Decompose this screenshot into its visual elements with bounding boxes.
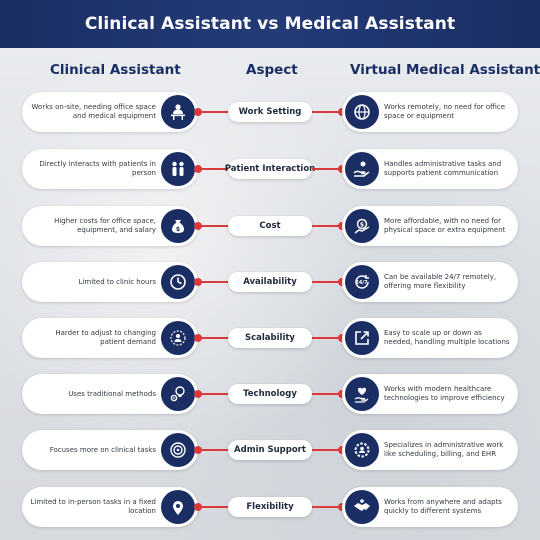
comparison-row: Limited to in-person tasks in a fixed lo…	[0, 487, 540, 527]
virtual-text: Works with modern healthcare technologie…	[384, 385, 505, 402]
virtual-card: Works remotely, no need for office space…	[342, 92, 518, 132]
clinical-card: Directly interacts with patients in pers…	[22, 149, 198, 189]
virtual-card: Works with modern healthcare technologie…	[342, 374, 518, 414]
connector-dot-left	[194, 390, 202, 398]
hand-support-icon	[345, 152, 379, 186]
aspect-label: Cost	[228, 216, 312, 236]
clinical-card: Uses traditional methods	[22, 374, 198, 414]
savings-icon: $	[345, 209, 379, 243]
connector-line-right	[312, 168, 342, 170]
gears-lightbulb-icon	[161, 377, 195, 411]
svg-text:$: $	[176, 226, 180, 233]
comparison-row: Higher costs for office space, equipment…	[0, 206, 540, 246]
comparison-row: Directly interacts with patients in pers…	[0, 149, 540, 189]
target-icon	[161, 433, 195, 467]
clinical-text: Limited to clinic hours	[78, 277, 156, 286]
connector-dot-left	[194, 165, 202, 173]
connector-line-right	[312, 393, 342, 395]
column-header-left: Clinical Assistant	[50, 62, 181, 78]
clinical-text: Uses traditional methods	[68, 389, 156, 398]
virtual-card: Handles administrative tasks and support…	[342, 149, 518, 189]
24-7-icon: 24/7	[345, 265, 379, 299]
virtual-card: 24/7 Can be available 24/7 remotely, off…	[342, 262, 518, 302]
title-banner: Clinical Assistant vs Medical Assistant	[0, 0, 540, 48]
connector-line-left	[198, 506, 228, 508]
column-header-middle: Aspect	[246, 62, 298, 78]
connector-dot-left	[194, 222, 202, 230]
clinical-text: Directly interacts with patients in pers…	[39, 160, 156, 177]
clinical-text: Higher costs for office space, equipment…	[54, 217, 156, 234]
clinical-card: Limited to in-person tasks in a fixed lo…	[22, 487, 198, 527]
connector-line-left	[198, 281, 228, 283]
clinical-card: Harder to adjust to changing patient dem…	[22, 318, 198, 358]
virtual-card: Works from anywhere and adapts quickly t…	[342, 487, 518, 527]
virtual-card: Easy to scale up or down as needed, hand…	[342, 318, 518, 358]
clinical-card: Focuses more on clinical tasks	[22, 430, 198, 470]
connector-line-right	[312, 281, 342, 283]
connector-dot-left	[194, 108, 202, 116]
virtual-text: Handles administrative tasks and support…	[384, 160, 502, 177]
comparison-row: Uses traditional methods Technology Work…	[0, 374, 540, 414]
column-header-right: Virtual Medical Assistant	[350, 62, 540, 78]
heart-hand-icon	[345, 377, 379, 411]
remote-globe-icon	[345, 95, 379, 129]
connector-line-right	[312, 337, 342, 339]
clinical-text: Limited to in-person tasks in a fixed lo…	[30, 498, 156, 515]
handshake-icon	[345, 490, 379, 524]
connector-line-right	[312, 225, 342, 227]
virtual-text: Works remotely, no need for office space…	[384, 103, 506, 120]
connector-line-right	[312, 506, 342, 508]
settings-people-icon	[345, 433, 379, 467]
virtual-text: Specializes in administrative work like …	[384, 441, 504, 458]
connector-line-left	[198, 337, 228, 339]
money-bag-icon: $	[161, 209, 195, 243]
aspect-label: Patient Interaction	[225, 159, 315, 179]
svg-text:24/7: 24/7	[355, 280, 368, 286]
virtual-text: Easy to scale up or down as needed, hand…	[384, 329, 510, 346]
aspect-label: Availability	[228, 272, 312, 292]
connector-line-left	[198, 449, 228, 451]
connector-dot-left	[194, 334, 202, 342]
aspect-label: Technology	[228, 384, 312, 404]
clinical-card: Limited to clinic hours	[22, 262, 198, 302]
virtual-text: More affordable, with no need for physic…	[384, 217, 506, 234]
clinical-text: Harder to adjust to changing patient dem…	[55, 329, 156, 346]
connector-line-right	[312, 449, 342, 451]
clinical-text: Focuses more on clinical tasks	[49, 445, 156, 454]
team-scale-icon	[161, 321, 195, 355]
clinical-card: Works on-site, needing office space and …	[22, 92, 198, 132]
virtual-card: $ More affordable, with no need for phys…	[342, 206, 518, 246]
clinical-card: Higher costs for office space, equipment…	[22, 206, 198, 246]
page-title: Clinical Assistant vs Medical Assistant	[84, 14, 456, 34]
aspect-label: Admin Support	[228, 440, 312, 460]
connector-line-left	[198, 111, 228, 113]
connector-dot-left	[194, 278, 202, 286]
comparison-row: Focuses more on clinical tasks Admin Sup…	[0, 430, 540, 470]
clinical-text: Works on-site, needing office space and …	[31, 103, 156, 120]
aspect-label: Work Setting	[228, 102, 312, 122]
virtual-text: Can be available 24/7 remotely, offering…	[384, 273, 497, 290]
virtual-card: Specializes in administrative work like …	[342, 430, 518, 470]
people-icon	[161, 152, 195, 186]
connector-dot-left	[194, 503, 202, 511]
connector-line-right	[312, 111, 342, 113]
comparison-row: Harder to adjust to changing patient dem…	[0, 318, 540, 358]
connector-line-left	[198, 393, 228, 395]
location-pin-icon	[161, 490, 195, 524]
connector-dot-left	[194, 446, 202, 454]
aspect-label: Scalability	[228, 328, 312, 348]
svg-text:$: $	[360, 222, 364, 229]
connector-line-left	[198, 225, 228, 227]
connector-line-left	[198, 168, 228, 170]
virtual-text: Works from anywhere and adapts quickly t…	[384, 498, 502, 515]
desk-worker-icon	[161, 95, 195, 129]
expand-arrow-icon	[345, 321, 379, 355]
clock-icon	[161, 265, 195, 299]
aspect-label: Flexibility	[228, 497, 312, 517]
comparison-row: Limited to clinic hours Availability 24/…	[0, 262, 540, 302]
comparison-row: Works on-site, needing office space and …	[0, 92, 540, 132]
